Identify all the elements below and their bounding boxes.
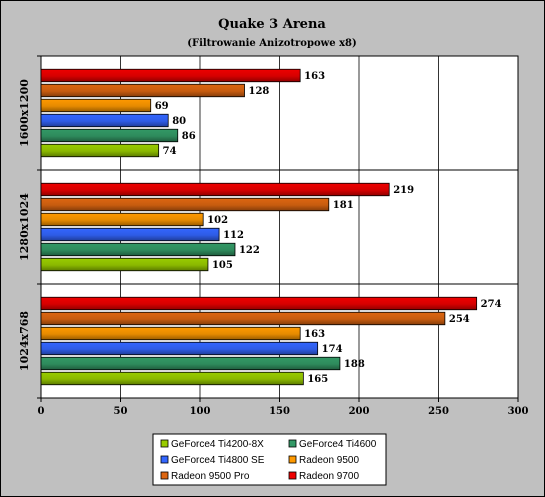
bar [40, 341, 319, 356]
data-label: 254 [449, 314, 470, 325]
data-label: 163 [304, 71, 325, 82]
data-label: 181 [333, 200, 354, 211]
legend-label: GeForce4 Ti4200-8X [171, 439, 264, 450]
bar [40, 128, 179, 143]
bar [40, 227, 220, 242]
bar [40, 257, 209, 272]
bar [40, 68, 301, 83]
data-label: 174 [322, 344, 343, 355]
category-label: 1600x1200 [18, 79, 31, 147]
bar [40, 296, 478, 311]
tick-label: 50 [114, 406, 128, 417]
legend-label: GeForce4 Ti4800 SE [171, 455, 265, 466]
bar [40, 212, 204, 227]
legend-swatch [288, 455, 297, 464]
legend-label: Radeon 9700 [299, 471, 359, 482]
data-label: 80 [172, 116, 186, 127]
legend-swatch [160, 471, 169, 480]
chart-subtitle: (Filtrowanie Anizotropowe x8) [187, 38, 357, 49]
legend: GeForce4 Ti4200-8X GeForce4 Ti4600 GeForce… [152, 433, 387, 486]
data-label: 274 [481, 299, 502, 310]
tick-label: 200 [349, 406, 370, 417]
data-label: 86 [182, 131, 196, 142]
legend-label: Radeon 9500 Pro [171, 471, 250, 482]
legend-swatch [160, 455, 169, 464]
bar [40, 113, 169, 128]
tick-label: 0 [38, 406, 45, 417]
data-label: 69 [155, 101, 169, 112]
bar [40, 326, 301, 341]
tick-label: 250 [428, 406, 449, 417]
bar [40, 182, 390, 197]
bar [40, 83, 245, 98]
legend-label: GeForce4 Ti4600 [299, 439, 377, 450]
data-label: 112 [223, 230, 244, 241]
data-label: 105 [212, 260, 233, 271]
data-label: 122 [239, 245, 260, 256]
tick-label: 100 [190, 406, 211, 417]
bar [40, 371, 304, 386]
tick-label: 300 [508, 406, 529, 417]
legend-swatch [288, 471, 297, 480]
legend-swatch [160, 439, 169, 448]
legend-box [152, 433, 387, 486]
data-label: 128 [249, 86, 270, 97]
data-label: 102 [207, 215, 228, 226]
data-label: 188 [344, 359, 365, 370]
data-label: 163 [304, 329, 325, 340]
tick-label: 150 [269, 406, 290, 417]
data-label: 219 [393, 185, 414, 196]
chart-title: Quake 3 Arena [218, 17, 326, 32]
bar [40, 242, 236, 257]
bar [40, 143, 160, 158]
bar [40, 98, 152, 113]
data-label: 165 [307, 374, 328, 385]
legend-swatch [288, 439, 297, 448]
bar [40, 356, 341, 371]
legend-label: Radeon 9500 [299, 455, 359, 466]
category-label: 1024x768 [18, 311, 31, 371]
category-label: 1280x1024 [18, 193, 31, 261]
data-label: 74 [163, 146, 177, 157]
bar [40, 197, 330, 212]
bar [40, 311, 446, 326]
